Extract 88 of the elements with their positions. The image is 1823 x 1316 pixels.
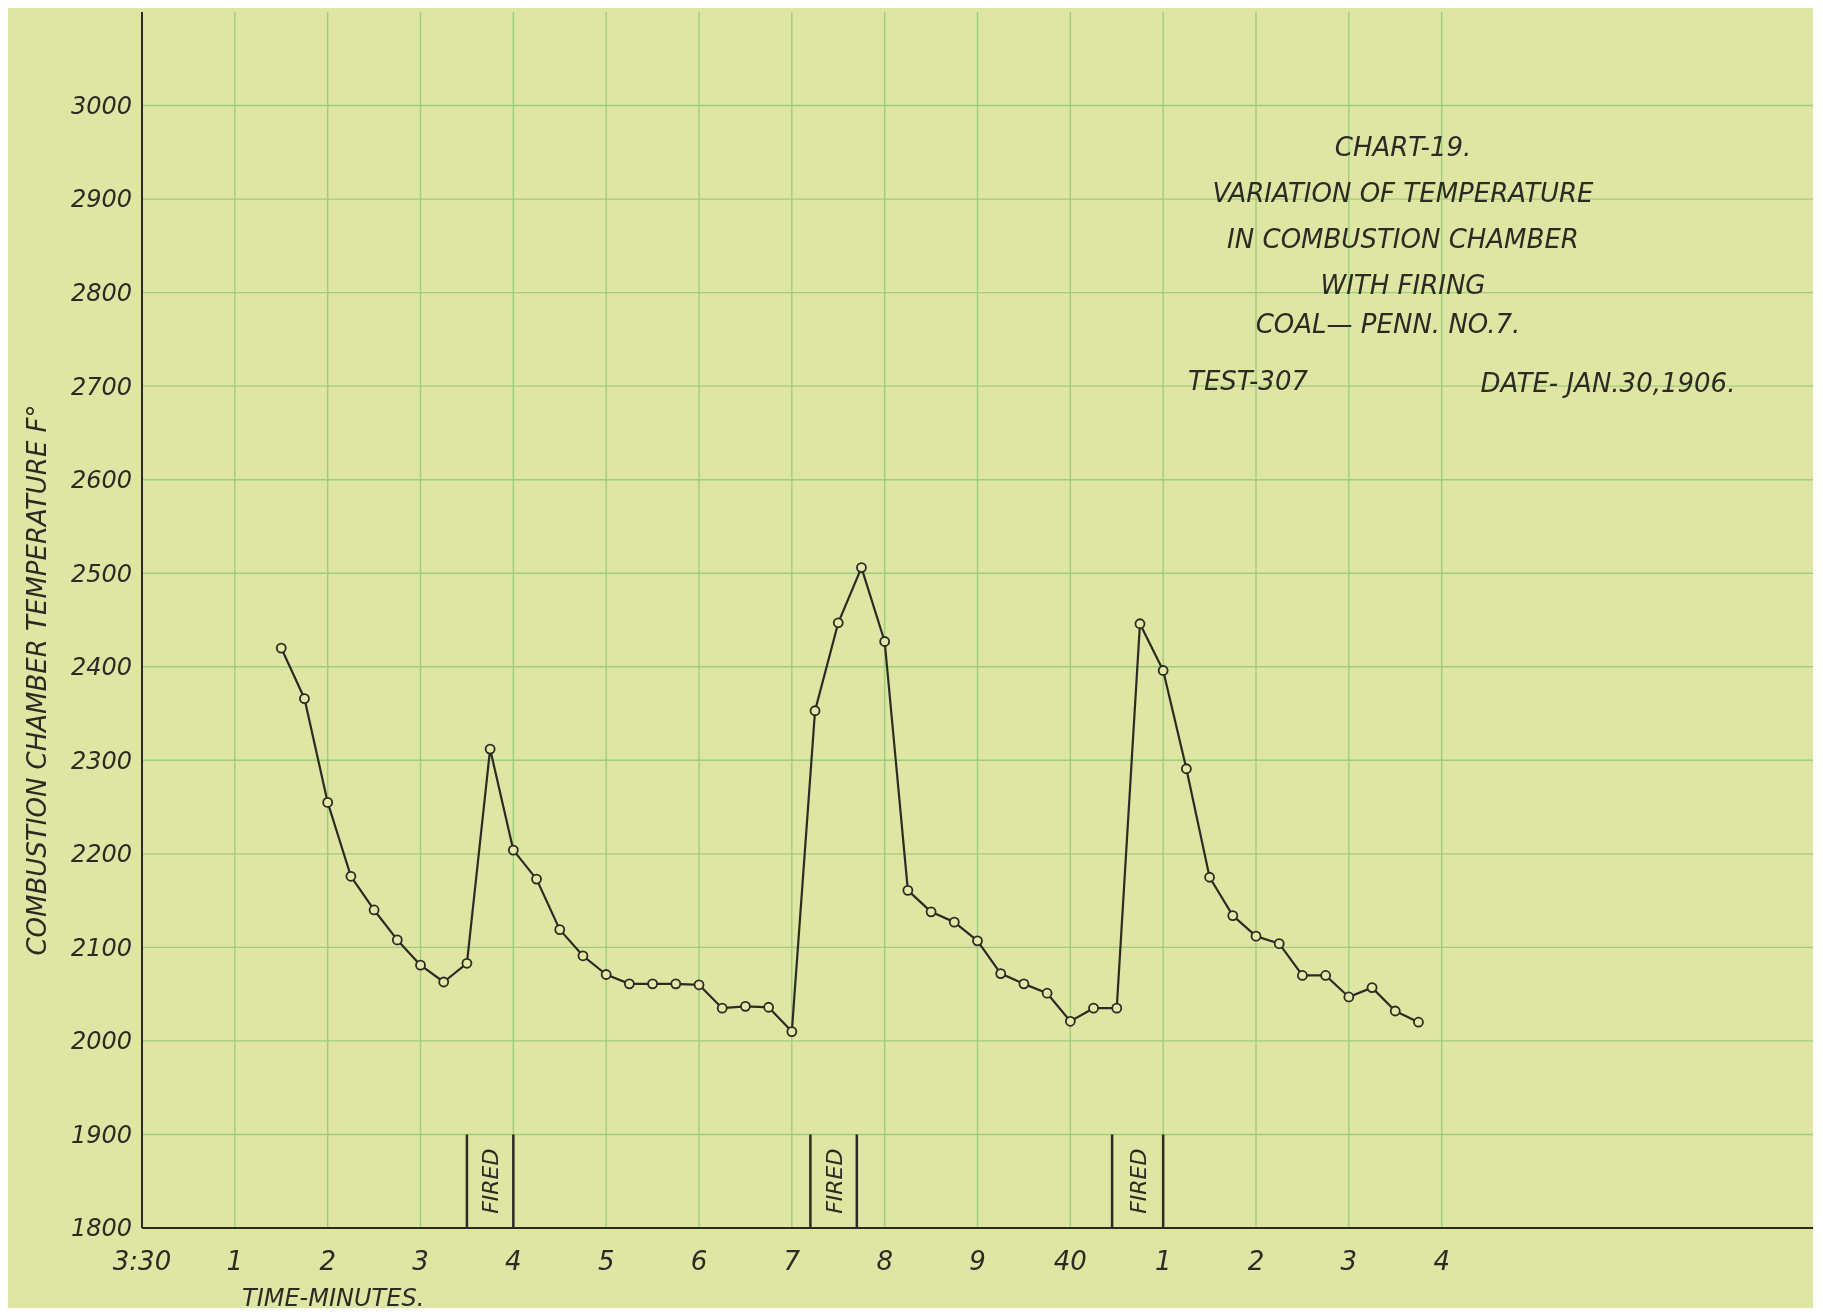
x-tick-label: 2 xyxy=(1247,1246,1265,1276)
y-tick-label: 2900 xyxy=(70,185,132,214)
point xyxy=(1297,970,1308,981)
y-tick-label: 3000 xyxy=(70,91,132,120)
y-tick-label: 2000 xyxy=(70,1027,132,1056)
x-axis-title: TIME-MINUTES. xyxy=(242,1284,425,1312)
point xyxy=(368,904,380,916)
point xyxy=(693,979,705,991)
y-axis-title: COMBUSTION CHAMBER TEMPERATURE F° xyxy=(22,404,52,956)
point xyxy=(879,636,891,647)
point xyxy=(623,978,635,990)
y-tick-label: 2500 xyxy=(70,559,132,588)
point xyxy=(1088,1002,1099,1014)
y-tick-label: 2300 xyxy=(70,746,132,775)
point xyxy=(1273,938,1285,950)
y-tick-label: 1800 xyxy=(70,1214,132,1243)
point xyxy=(461,957,473,969)
point xyxy=(1134,618,1146,630)
point xyxy=(832,617,844,629)
point xyxy=(1111,1002,1123,1014)
point xyxy=(391,934,403,946)
point xyxy=(415,959,426,971)
point xyxy=(763,1001,775,1013)
point xyxy=(531,873,542,885)
point xyxy=(670,978,682,990)
x-tick-label: 3 xyxy=(1340,1246,1358,1276)
point xyxy=(345,870,357,882)
x-tick-label: 1 xyxy=(226,1246,244,1276)
point xyxy=(1366,982,1378,994)
annotation: TEST-307 xyxy=(1188,366,1309,396)
point xyxy=(299,693,310,704)
x-tick-label: 5 xyxy=(597,1246,615,1276)
point xyxy=(1389,1005,1401,1017)
annotation: FIRED xyxy=(821,1148,847,1214)
y-tick-label: 2100 xyxy=(70,933,132,962)
annotation: DATE- JAN.30,1906. xyxy=(1480,368,1736,398)
point xyxy=(948,916,960,928)
point xyxy=(577,950,589,962)
x-tick-label: 3 xyxy=(412,1246,429,1276)
point xyxy=(925,906,937,918)
x-tick-label: 40 xyxy=(1053,1246,1087,1276)
y-tick-label: 2600 xyxy=(70,466,132,495)
point xyxy=(809,705,821,717)
point xyxy=(786,1026,798,1037)
point xyxy=(322,797,334,808)
annotation: FIRED xyxy=(1125,1148,1151,1214)
y-tick-label: 2200 xyxy=(70,840,132,869)
y-tick-label: 2700 xyxy=(70,372,132,401)
text: CHART-19. xyxy=(1334,132,1472,162)
point xyxy=(972,935,983,947)
point xyxy=(275,642,287,654)
point xyxy=(1320,970,1332,981)
point xyxy=(438,976,450,988)
point xyxy=(902,884,914,896)
point xyxy=(1064,1015,1076,1027)
point xyxy=(1018,978,1030,990)
x-tick-label: 4 xyxy=(1433,1246,1450,1276)
point xyxy=(1157,665,1169,676)
point xyxy=(995,968,1007,979)
point xyxy=(1041,987,1053,999)
point xyxy=(1204,871,1215,883)
point xyxy=(507,844,519,856)
x-tick-label: 9 xyxy=(969,1246,986,1276)
annotation: FIRED xyxy=(478,1148,504,1214)
annotation: COAL— PENN. NO.7. xyxy=(1255,309,1521,339)
x-tick-label: 3:30 xyxy=(112,1246,172,1276)
y-tick-label: 2800 xyxy=(70,279,132,308)
y-tick-label: 2400 xyxy=(70,653,132,682)
point xyxy=(484,743,496,755)
y-tick-label: 1900 xyxy=(70,1120,132,1149)
point xyxy=(740,1000,751,1012)
point xyxy=(856,562,867,574)
x-tick-label: 1 xyxy=(1154,1246,1172,1276)
point xyxy=(1343,991,1355,1003)
point xyxy=(554,924,566,936)
point xyxy=(1180,763,1192,775)
point xyxy=(600,969,612,980)
point xyxy=(1250,930,1262,942)
x-tick-label: 6 xyxy=(690,1246,708,1276)
text: VARIATION OF TEMPERATURE IN COMBUSTION CHAMBER WITH FIRING xyxy=(1212,178,1595,300)
point xyxy=(647,978,658,990)
x-tick-label: 7 xyxy=(783,1246,801,1276)
x-tick-label: 2 xyxy=(319,1246,336,1276)
point xyxy=(1227,910,1239,921)
point xyxy=(716,1002,728,1014)
point xyxy=(1413,1016,1424,1028)
x-tick-label: 4 xyxy=(505,1246,522,1276)
x-tick-label: 8 xyxy=(876,1246,893,1276)
